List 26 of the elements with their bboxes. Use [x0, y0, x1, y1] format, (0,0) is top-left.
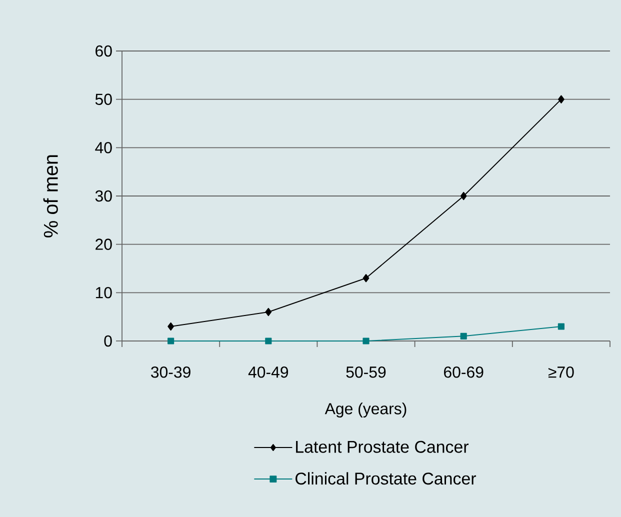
- point: [558, 95, 564, 104]
- point: [265, 308, 272, 316]
- y-tick-label: 50: [95, 94, 112, 105]
- y-axis-title: % of men: [43, 155, 58, 238]
- x-axis-title: Age (years): [324, 402, 406, 418]
- y-tick-label: 20: [96, 238, 112, 250]
- x-tick-label: 50-59: [346, 366, 386, 378]
- x-tick-label: 40-49: [248, 366, 288, 378]
- point: [362, 274, 370, 282]
- y-tick-label: 40: [95, 142, 112, 154]
- y-tick-label: 0: [104, 335, 112, 347]
- x-tick-label: 30-39: [151, 366, 190, 378]
- legend-label: Latent Prostate Cancer: [296, 440, 469, 453]
- y-tick-label: 10: [96, 287, 112, 298]
- point: [460, 192, 467, 200]
- point: [265, 338, 272, 344]
- x-tick-label: 60-69: [444, 366, 484, 378]
- point: [168, 322, 174, 331]
- point: [168, 338, 174, 344]
- point: [558, 323, 564, 330]
- y-tick-label: 30: [95, 190, 112, 202]
- x-tick-label: ≥70: [548, 366, 574, 378]
- point: [362, 338, 370, 344]
- y-tick-label: 60: [96, 45, 112, 57]
- point: [460, 332, 467, 340]
- legend-label: Clinical Prostate Cancer: [296, 472, 476, 485]
